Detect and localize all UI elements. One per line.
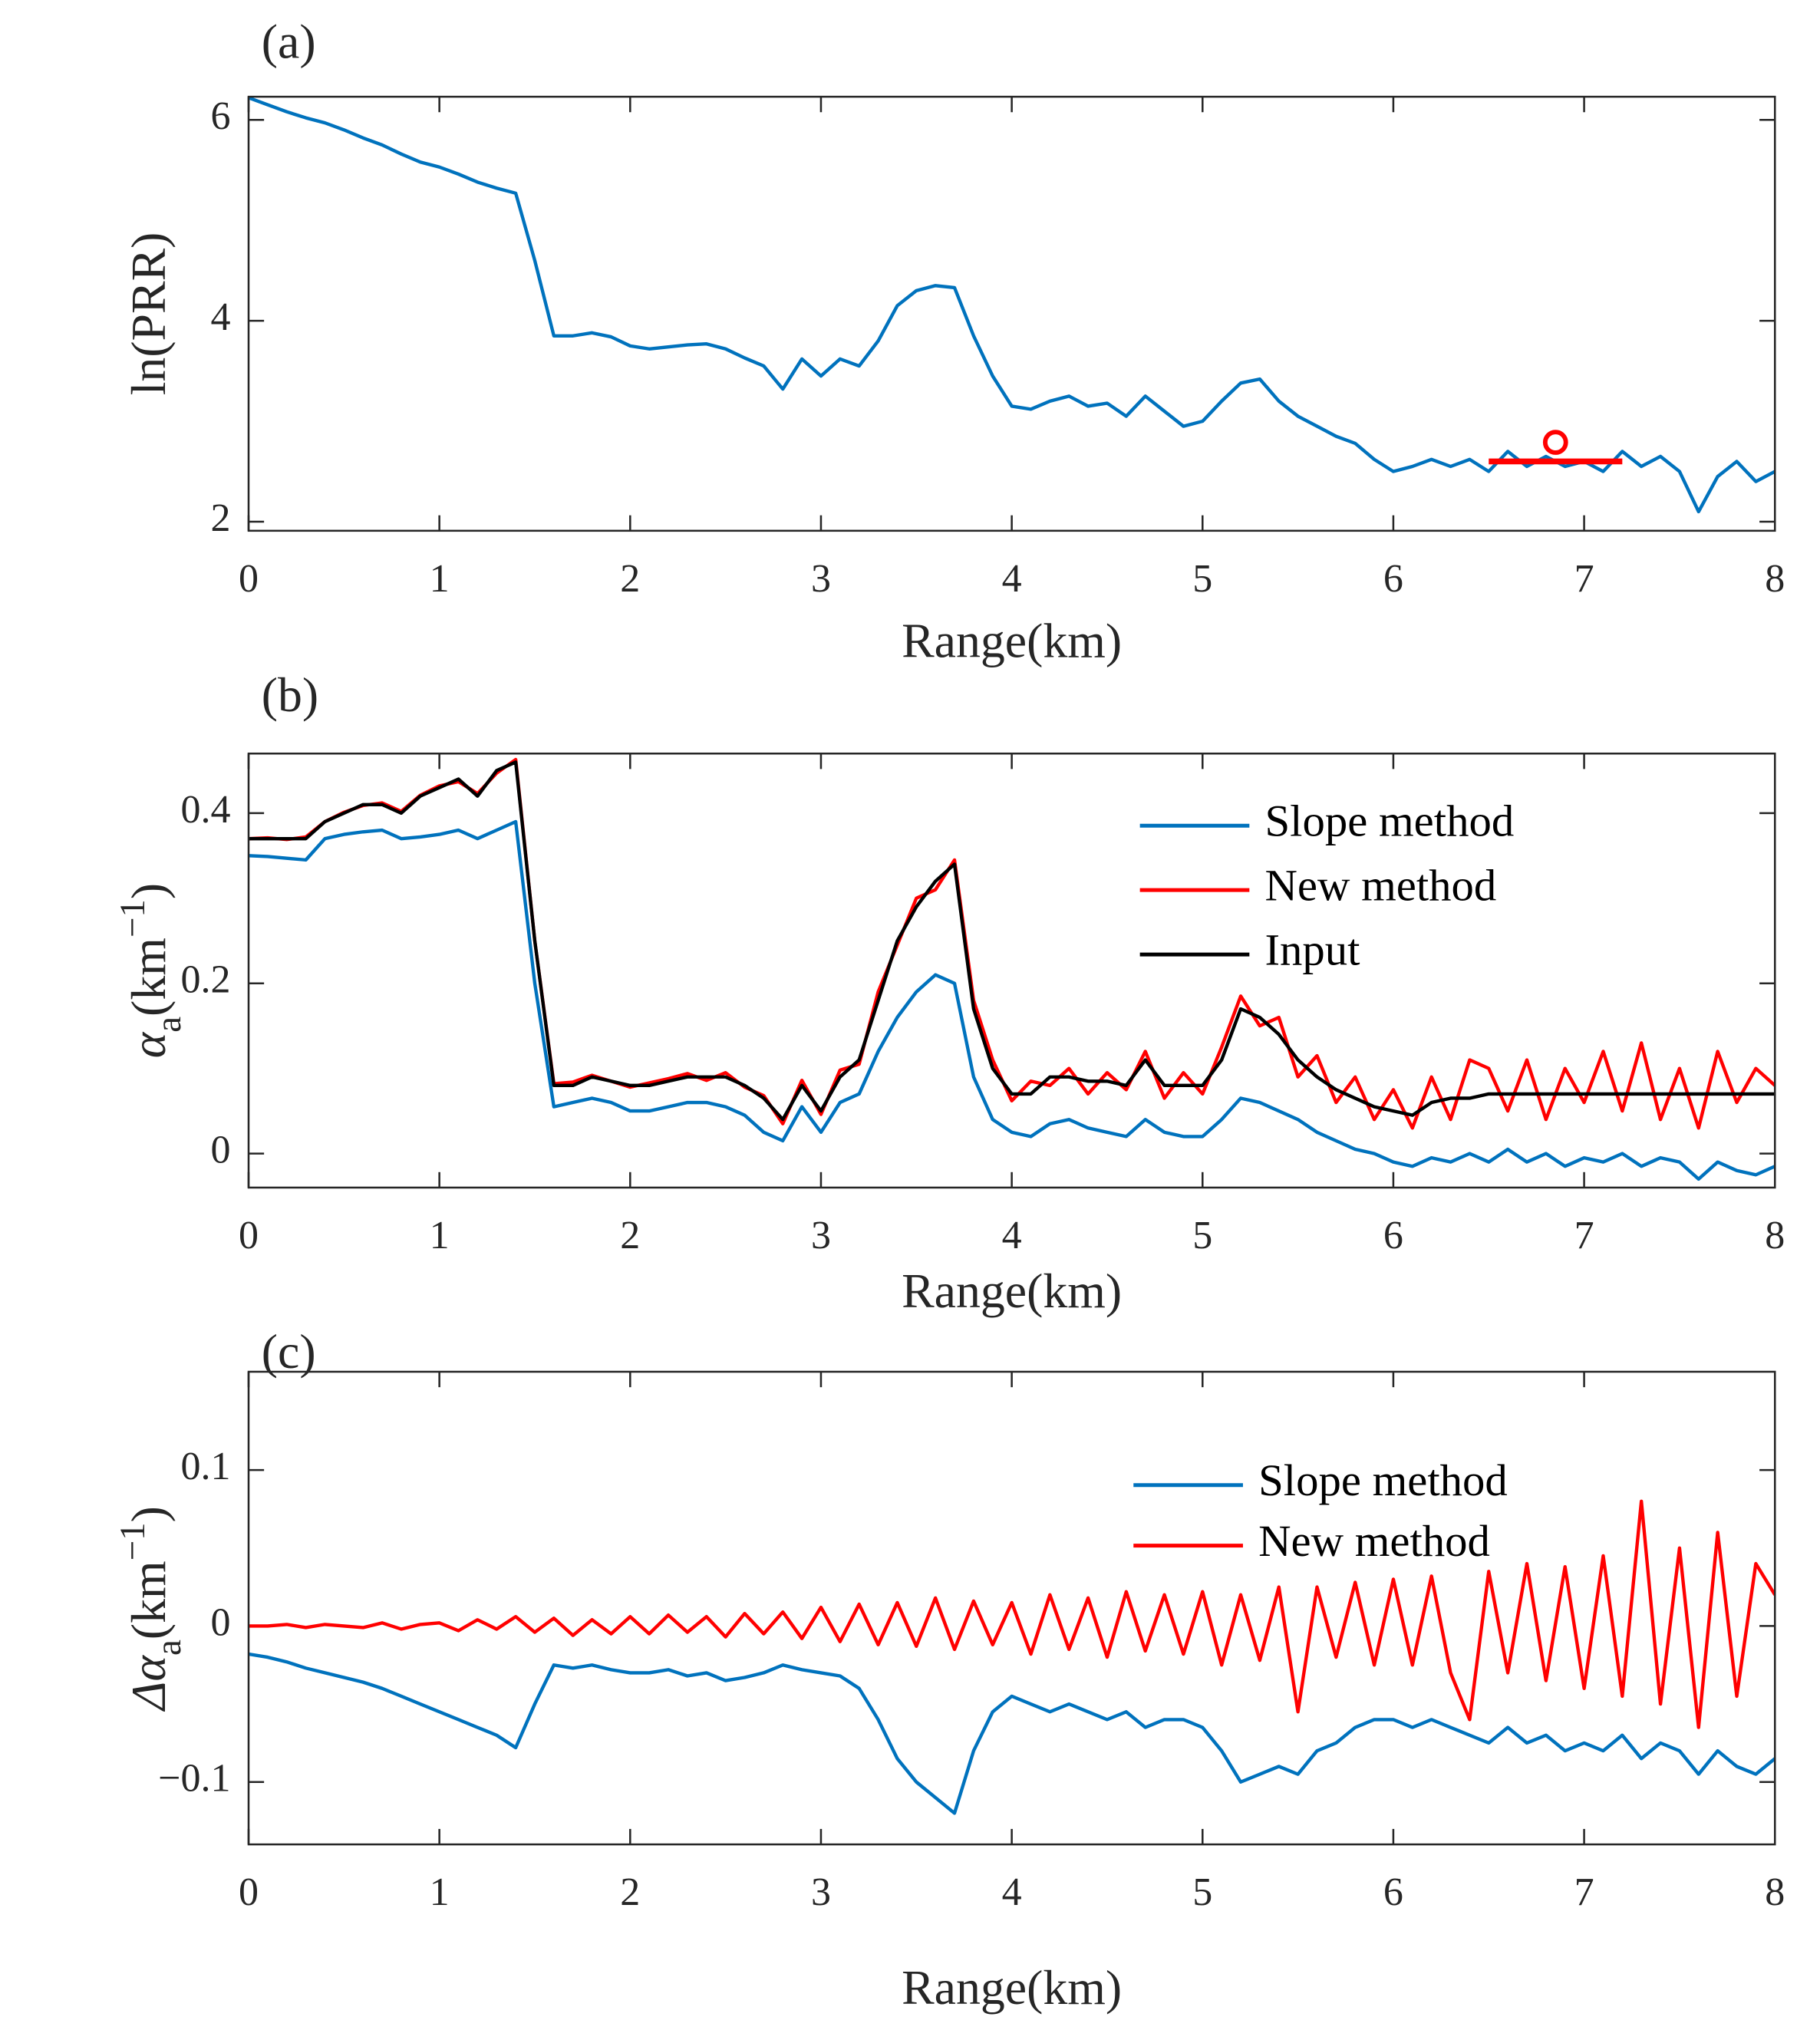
- data-line: [248, 757, 1775, 1130]
- legend-label: New method: [1258, 1516, 1490, 1566]
- axes-box: [247, 95, 1776, 532]
- x-tick-label: 8: [1765, 1214, 1785, 1257]
- axes-box: [247, 1370, 1776, 1846]
- data-line: [248, 1652, 1775, 1815]
- x-tick-label: 5: [1192, 557, 1212, 601]
- x-tick-label: 7: [1574, 557, 1594, 601]
- y-tick-label: −0.1: [158, 1757, 230, 1801]
- y-axis-label-part: ): [121, 883, 176, 899]
- y-axis-label-part: (km: [121, 938, 176, 1017]
- data-line: [248, 819, 1775, 1181]
- x-tick-label: 4: [1002, 557, 1022, 601]
- y-axis-label-part: a: [149, 1639, 189, 1656]
- x-tick-label: 0: [239, 557, 259, 601]
- x-tick-label: 2: [620, 1870, 640, 1914]
- y-axis-label: Δαa(km−1): [113, 1506, 189, 1712]
- x-tick-label: 8: [1765, 557, 1785, 601]
- y-axis-label-part: −1: [113, 1522, 153, 1560]
- axes-box: [247, 752, 1776, 1189]
- y-axis-label: ln(PRR): [121, 232, 176, 396]
- y-axis-label-part: −1: [113, 899, 153, 938]
- marker: [1542, 430, 1568, 455]
- x-tick-label: 5: [1192, 1870, 1212, 1914]
- y-tick-label: 0: [210, 1600, 230, 1644]
- y-axis-label-part: α: [121, 1031, 176, 1058]
- y-tick-label: 0.4: [180, 788, 230, 832]
- x-tick-label: 6: [1383, 1214, 1403, 1257]
- y-tick-label: 0: [210, 1129, 230, 1172]
- x-tick-label: 7: [1574, 1870, 1594, 1914]
- x-axis-label: Range(km): [902, 1264, 1122, 1318]
- x-tick-label: 2: [620, 557, 640, 601]
- y-axis-label-part: ): [121, 1506, 176, 1522]
- x-tick-label: 2: [620, 1214, 640, 1257]
- x-tick-label: 1: [430, 1870, 450, 1914]
- y-tick-label: 2: [210, 496, 230, 540]
- legend-label: Slope method: [1258, 1455, 1508, 1505]
- legend-label: Input: [1264, 925, 1360, 975]
- x-tick-label: 3: [811, 1870, 831, 1914]
- x-axis-label: Range(km): [902, 1960, 1122, 2015]
- legend-label: Slope method: [1264, 796, 1514, 846]
- x-tick-label: 5: [1192, 1214, 1212, 1257]
- y-axis-label-part: (km: [121, 1560, 176, 1639]
- x-tick-label: 3: [811, 557, 831, 601]
- y-tick-label: 0.1: [180, 1445, 230, 1488]
- x-tick-label: 3: [811, 1214, 831, 1257]
- y-axis-label: αa(km−1): [113, 883, 189, 1058]
- x-tick-label: 1: [430, 1214, 450, 1257]
- x-tick-label: 6: [1383, 1870, 1403, 1914]
- x-tick-label: 0: [239, 1214, 259, 1257]
- x-tick-label: 8: [1765, 1870, 1785, 1914]
- y-tick-label: 4: [210, 295, 230, 339]
- x-tick-label: 1: [430, 557, 450, 601]
- panel-title: (a): [262, 15, 316, 69]
- legend-label: New method: [1264, 861, 1496, 911]
- y-tick-label: 6: [210, 94, 230, 138]
- y-axis-label-part: a: [149, 1017, 189, 1033]
- x-axis-label: Range(km): [902, 613, 1122, 667]
- panel-title: (c): [262, 1324, 316, 1379]
- y-tick-label: 0.2: [180, 958, 230, 1002]
- data-line: [248, 1499, 1775, 1729]
- x-tick-label: 0: [239, 1870, 259, 1914]
- x-tick-label: 4: [1002, 1870, 1022, 1914]
- x-tick-label: 6: [1383, 557, 1403, 601]
- x-tick-label: 4: [1002, 1214, 1022, 1257]
- panel-title: (b): [262, 667, 318, 722]
- y-axis-label-part: Δα: [121, 1655, 176, 1712]
- data-line: [248, 760, 1775, 1122]
- x-tick-label: 7: [1574, 1214, 1594, 1257]
